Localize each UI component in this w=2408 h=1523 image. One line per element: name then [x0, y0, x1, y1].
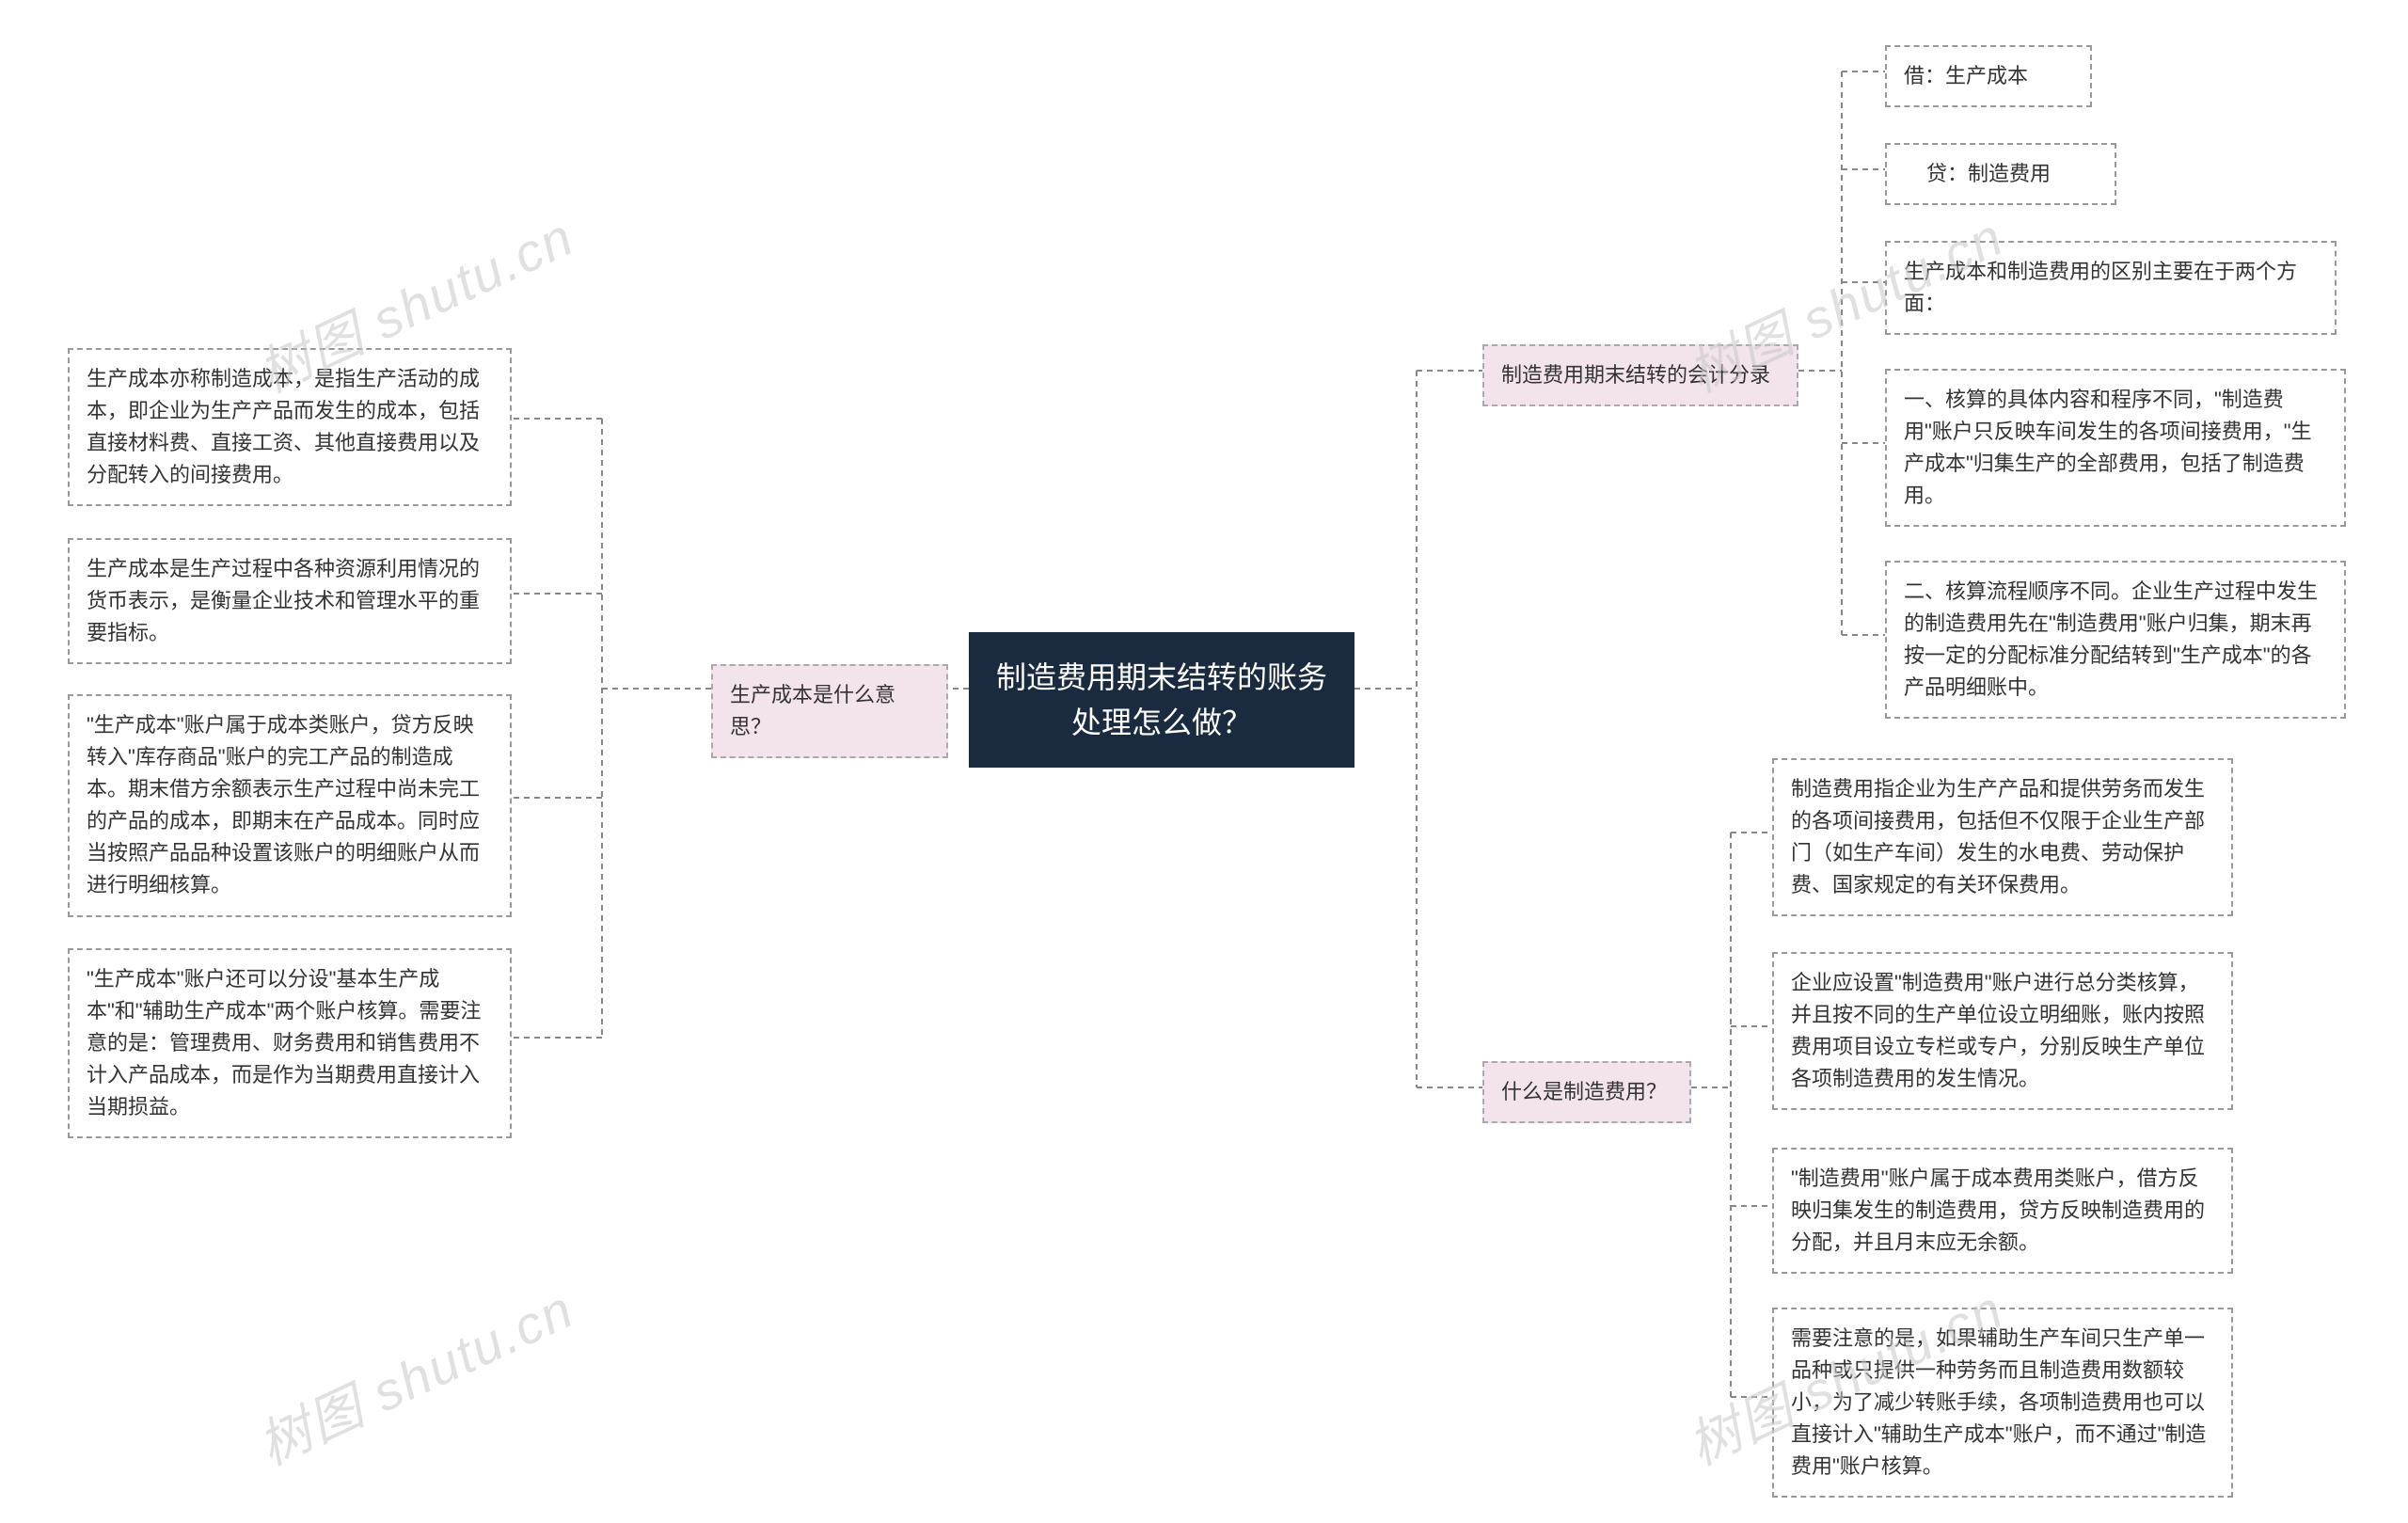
- root-line1: 制造费用期末结转的账务: [995, 655, 1328, 700]
- leaf-r1e: 二、核算流程顺序不同。企业生产过程中发生的制造费用先在"制造费用"账户归集，期末…: [1885, 561, 2346, 719]
- branch-r2-label: 什么是制造费用？: [1501, 1080, 1667, 1103]
- leaf-r1c: 生产成本和制造费用的区别主要在于两个方面：: [1885, 241, 2337, 335]
- branch-r1: 制造费用期末结转的会计分录: [1482, 344, 1798, 406]
- branch-r1-label: 制造费用期末结转的会计分录: [1501, 363, 1770, 387]
- leaf-r2c: "制造费用"账户属于成本费用类账户，借方反映归集发生的制造费用，贷方反映制造费用…: [1772, 1148, 2233, 1274]
- leaf-r2b: 企业应设置"制造费用"账户进行总分类核算，并且按不同的生产单位设立明细账，账内按…: [1772, 952, 2233, 1110]
- leaf-l4: "生产成本"账户还可以分设"基本生产成本"和"辅助生产成本"两个账户核算。需要注…: [68, 948, 512, 1138]
- leaf-r1d: 一、核算的具体内容和程序不同，"制造费用"账户只反映车间发生的各项间接费用，"生…: [1885, 369, 2346, 527]
- branch-left: 生产成本是什么意思？: [711, 664, 948, 758]
- branch-left-label: 生产成本是什么意思？: [730, 683, 895, 738]
- leaf-r1b: 贷：制造费用: [1885, 143, 2116, 205]
- leaf-r1a: 借：生产成本: [1885, 45, 2092, 107]
- leaf-r2d: 需要注意的是，如果辅助生产车间只生产单一品种或只提供一种劳务而且制造费用数额较小…: [1772, 1308, 2233, 1498]
- watermark: 树图 shutu.cn: [245, 1267, 585, 1480]
- leaf-l1: 生产成本亦称制造成本，是指生产活动的成本，即企业为生产产品而发生的成本，包括直接…: [68, 348, 512, 506]
- branch-r2: 什么是制造费用？: [1482, 1061, 1691, 1123]
- leaf-l3: "生产成本"账户属于成本类账户，贷方反映转入"库存商品"账户的完工产品的制造成本…: [68, 694, 512, 917]
- leaf-l2: 生产成本是生产过程中各种资源利用情况的货币表示，是衡量企业技术和管理水平的重要指…: [68, 538, 512, 664]
- leaf-r2a: 制造费用指企业为生产产品和提供劳务而发生的各项间接费用，包括但不仅限于企业生产部…: [1772, 758, 2233, 916]
- root-node: 制造费用期末结转的账务 处理怎么做？: [969, 632, 1354, 768]
- root-line2: 处理怎么做？: [995, 700, 1328, 745]
